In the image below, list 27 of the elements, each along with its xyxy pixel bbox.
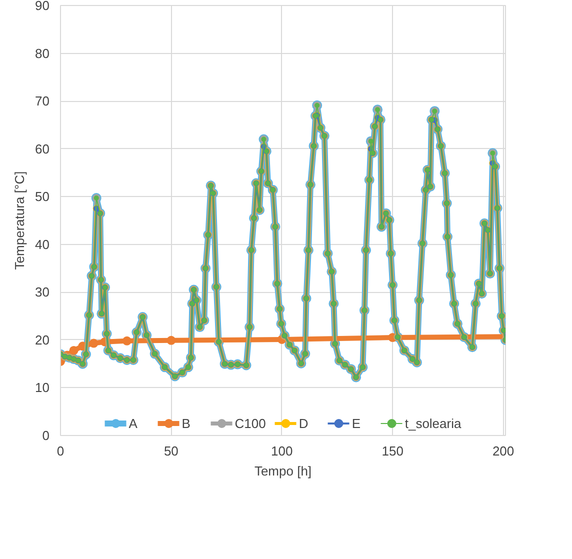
y-tick-label: 30 bbox=[35, 284, 50, 300]
point bbox=[166, 336, 176, 345]
y-axis-title: Temperatura [°C] bbox=[12, 171, 28, 270]
legend-label: t_solearia bbox=[404, 416, 462, 430]
y-tick-label: 0 bbox=[42, 428, 50, 443]
x-tick-label: 100 bbox=[271, 444, 293, 458]
y-tick-label: 50 bbox=[35, 189, 50, 204]
x-tick-label: 50 bbox=[164, 444, 178, 458]
y-tick-label: 10 bbox=[35, 380, 50, 396]
legend-label: C100 bbox=[234, 416, 266, 430]
y-tick-label: 20 bbox=[35, 332, 50, 348]
point bbox=[69, 346, 78, 355]
point bbox=[122, 336, 132, 346]
y-tick-label: 70 bbox=[35, 94, 50, 109]
x-tick-label: 0 bbox=[56, 444, 64, 458]
legend-label: A bbox=[128, 416, 138, 430]
y-tick-label: 40 bbox=[35, 236, 50, 252]
x-axis-title: Tempo [h] bbox=[254, 464, 312, 478]
legend-label: B bbox=[182, 416, 192, 430]
y-tick-label: 80 bbox=[35, 46, 50, 61]
x-tick-label: 200 bbox=[492, 444, 514, 458]
legend-label: D bbox=[298, 416, 310, 430]
y-tick-label: 60 bbox=[35, 141, 50, 156]
point bbox=[89, 338, 98, 348]
x-tick-label: 150 bbox=[382, 444, 404, 458]
legend-label: E bbox=[352, 416, 362, 430]
y-tick-label: 90 bbox=[35, 0, 50, 13]
